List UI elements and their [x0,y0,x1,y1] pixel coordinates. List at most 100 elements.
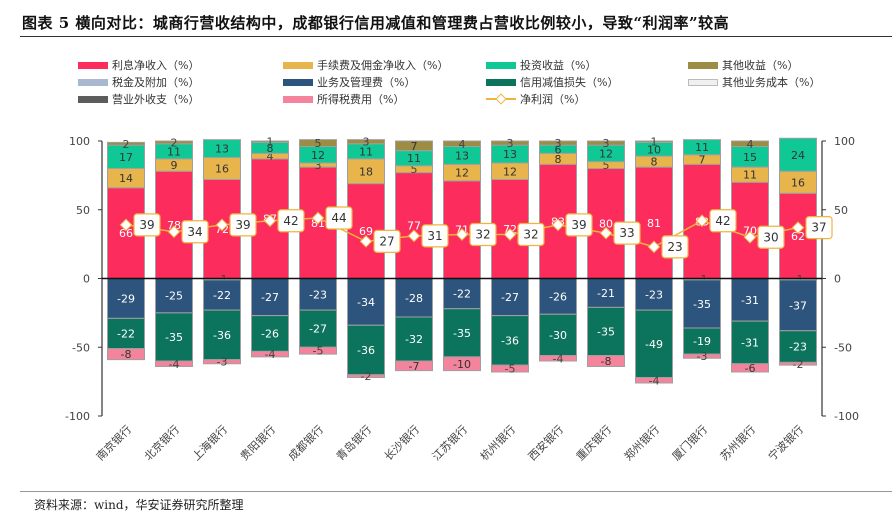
net-profit-label: 42 [715,214,730,228]
legend-item-net-profit: 净利润（%） [486,91,585,107]
bar-value-label: 66 [119,227,133,240]
bar-value-label: -23 [309,288,327,301]
legend-item-net-interest: 利息净收入（%） [78,57,199,73]
net-profit-label-box [517,222,545,247]
bar-value-label: -30 [549,329,567,342]
category-label: 郑州银行 [621,422,662,463]
bar-value-label: 81 [647,217,661,230]
bar-value-label: 1 [267,136,274,149]
category-label: 成都银行 [285,422,326,463]
legend-item-investment: 投资收益（%） [486,57,596,73]
category-label: 上海银行 [189,422,230,463]
bar-value-label: -27 [261,291,279,304]
bar-value-label: 2 [171,136,178,149]
bar-value-label: 12 [311,149,325,162]
bar-value-label: 5 [411,163,418,176]
left-tick-label: 100 [69,135,90,148]
category-label: 重庆银行 [573,422,614,463]
net-profit-label: 30 [763,230,778,244]
legend-line-marker-icon [486,94,516,104]
bar-segment-income-tax [347,374,385,378]
bar-value-label: 70 [743,224,757,237]
bar-value-label: 1 [651,136,658,149]
bar-segment-credit-impairment [347,324,385,376]
bar-segment-credit-impairment [587,306,625,356]
bar-value-label: -19 [693,335,711,348]
net-profit-marker [407,229,421,243]
net-profit-label: 37 [811,221,826,235]
bar-segment-income-tax [395,360,433,372]
bar-value-label: -2 [361,370,372,383]
bar-value-label: 17 [119,151,133,164]
left-tick-label: 50 [76,204,90,217]
bar-segment-investment [683,139,721,156]
net-profit-label-box [613,221,641,245]
bar-segment-income-tax [491,364,529,373]
net-profit-label-box [469,222,497,247]
bar-value-label: -35 [693,298,711,311]
bar-value-label: 8 [267,142,274,155]
legend-label: 业务及管理费（%） [317,76,416,89]
bar-value-label: -5 [505,363,516,376]
net-profit-label: 34 [187,225,202,239]
legend-item-income-tax: 所得税费用（%） [283,91,404,107]
legend-label: 其他收益（%） [722,59,799,72]
net-profit-marker [551,218,565,232]
bar-value-label: -35 [453,327,471,340]
bar-value-label: -35 [597,325,615,338]
bar-value-label: 12 [503,165,517,178]
bar-value-label: -36 [213,329,231,342]
bar-value-label: 12 [599,147,613,160]
net-profit-label-box [709,209,737,233]
net-profit-label-box [757,225,785,249]
bar-segment-other-income [491,140,529,146]
legend-swatch-icon [688,78,718,86]
bar-value-label: -3 [697,350,708,363]
bar-value-label: -6 [745,362,756,375]
bar-segment-other-income [107,141,145,146]
net-profit-marker [599,226,613,240]
right-tick-label: 0 [834,273,841,286]
bar-value-label: 77 [407,220,421,233]
bar-segment-opex [491,278,529,317]
bar-segment-other-income [251,140,289,143]
right-tick-label: 100 [834,135,855,148]
bar-segment-income-tax [155,360,193,367]
bar-value-label: -23 [645,288,663,301]
bar-value-label: 7 [411,140,418,153]
bar-segment-other-income [155,140,193,145]
bar-segment-credit-impairment [155,312,193,362]
bar-value-label: 3 [603,137,610,150]
net-profit-marker [359,235,373,248]
bar-segment-credit-impairment [491,315,529,366]
bar-value-label: -34 [357,296,375,309]
bar-value-label: 15 [743,151,757,164]
net-profit-label-box [421,224,449,248]
title-divider [20,36,892,37]
bar-segment-other-income [731,140,769,147]
net-profit-label-box [661,235,689,259]
bar-value-label: 2 [123,138,130,151]
bar-value-label: 9 [171,159,178,172]
legend-swatch-icon [486,61,516,69]
bar-value-label: -7 [409,360,420,373]
bar-value-label: 7 [699,154,706,167]
source-divider [20,491,892,492]
category-label: 苏州银行 [717,422,758,463]
bar-value-label: 11 [407,152,421,165]
net-profit-label: 39 [235,218,250,232]
legend-item-non-operating: 营业外收支（%） [78,91,199,107]
bar-value-label: -22 [453,288,471,301]
bar-segment-income-tax [251,350,289,358]
net-profit-marker [743,230,757,244]
bar-value-label: -29 [117,292,135,305]
net-profit-label: 39 [139,218,154,232]
bar-segment-opex [443,278,481,310]
category-label: 北京银行 [141,422,182,463]
bar-value-label: -26 [549,290,567,303]
bar-segment-opex [683,279,721,329]
legend-item-tax-surcharge: 税金及附加（%） [78,74,199,90]
net-profit-label: 33 [619,226,634,240]
legend-item-other-cost: 其他业务成本（%） [688,74,820,90]
legend-item-other-income: 其他收益（%） [688,57,798,73]
